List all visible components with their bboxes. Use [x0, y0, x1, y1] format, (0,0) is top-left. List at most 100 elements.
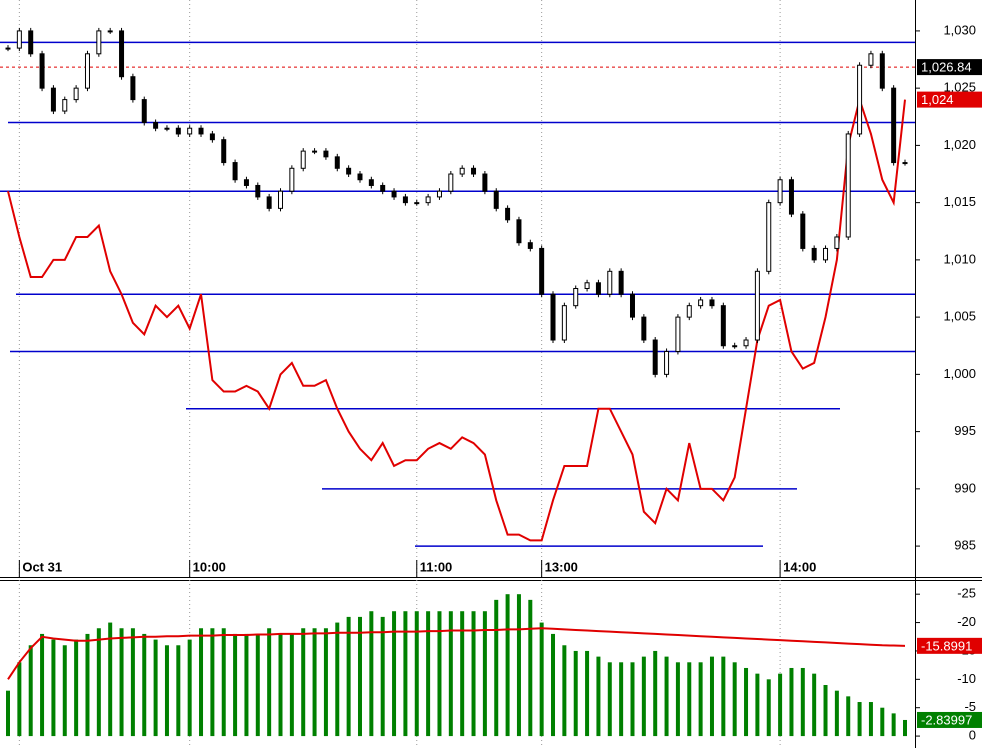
candle — [289, 167, 295, 192]
bar — [210, 628, 215, 737]
candle — [811, 247, 817, 261]
y-tick-label: 1,030 — [943, 22, 976, 37]
bar — [255, 633, 260, 737]
candle — [641, 316, 647, 341]
bar — [28, 645, 33, 737]
candle — [5, 47, 11, 50]
candle — [857, 64, 863, 135]
bar — [687, 662, 692, 737]
candle — [698, 299, 704, 307]
bar — [868, 702, 873, 737]
x-tick-label: 11:00 — [420, 559, 453, 574]
candle — [436, 190, 442, 198]
bar — [744, 667, 749, 737]
bar — [516, 594, 521, 737]
bar — [482, 611, 487, 737]
candle — [766, 202, 772, 272]
candle — [357, 173, 363, 181]
x-tick-label: 13:00 — [545, 559, 578, 574]
y-tick-label: 1,000 — [943, 366, 976, 381]
bar — [40, 633, 45, 737]
candle — [209, 133, 215, 141]
candle — [664, 350, 670, 375]
bar — [857, 702, 862, 737]
bar — [130, 628, 135, 737]
candle — [164, 127, 170, 130]
bar — [551, 633, 556, 737]
line-last-label-box — [917, 637, 982, 654]
bar — [448, 611, 453, 737]
bar — [119, 628, 124, 737]
candle — [618, 270, 624, 295]
bar — [653, 650, 658, 737]
bar — [392, 611, 397, 737]
candle — [130, 76, 136, 101]
bar — [199, 628, 204, 737]
bar — [562, 645, 567, 737]
candle — [743, 339, 749, 347]
candle — [402, 196, 408, 204]
x-tick-label: Oct 31 — [22, 559, 62, 574]
bar — [267, 628, 272, 737]
candle — [505, 207, 511, 221]
candle — [175, 127, 181, 135]
bar — [619, 662, 624, 737]
candle — [96, 30, 102, 55]
candle — [278, 190, 284, 209]
bar — [164, 645, 169, 737]
candle — [334, 156, 340, 169]
bar — [494, 599, 499, 737]
bar — [846, 696, 851, 737]
bar — [732, 662, 737, 737]
candle — [902, 162, 908, 165]
candle — [62, 99, 68, 112]
bar — [903, 719, 907, 737]
bar — [380, 616, 385, 737]
bar — [709, 656, 714, 737]
bar — [789, 667, 794, 737]
bar — [289, 633, 294, 737]
bar-last-label: -2.83997 — [921, 712, 972, 727]
bar — [6, 690, 10, 737]
line-last-label: 1,024 — [921, 92, 954, 107]
candle — [652, 339, 658, 375]
candle — [221, 139, 227, 164]
candle — [73, 87, 79, 101]
bar — [108, 622, 113, 737]
candle — [823, 247, 829, 261]
bar — [369, 611, 374, 737]
bar — [766, 679, 771, 737]
candle — [266, 196, 272, 209]
candle — [16, 30, 22, 49]
bar — [96, 628, 101, 737]
bar — [335, 622, 340, 737]
bar — [233, 633, 238, 737]
bar — [323, 628, 328, 737]
bar — [176, 645, 181, 737]
bar — [17, 662, 22, 737]
bar — [426, 611, 431, 737]
bar — [778, 673, 783, 737]
candle — [368, 179, 374, 186]
bar — [187, 639, 192, 737]
candle — [879, 53, 885, 89]
indicator-line — [7, 627, 906, 680]
y-tick-label: 995 — [954, 423, 976, 438]
candle — [119, 30, 125, 78]
y-tick-label: -20 — [957, 614, 976, 629]
candle — [800, 213, 806, 249]
bar — [357, 616, 362, 737]
candle — [607, 270, 613, 295]
bar — [755, 673, 760, 737]
last-price-label: 1,026.84 — [921, 60, 972, 75]
bar — [437, 611, 442, 737]
bar — [800, 667, 805, 737]
bar — [698, 662, 703, 737]
candle — [391, 190, 397, 198]
candle — [459, 167, 465, 175]
candle — [300, 150, 306, 169]
y-tick-label: 1,020 — [943, 137, 976, 152]
candle — [187, 127, 193, 135]
